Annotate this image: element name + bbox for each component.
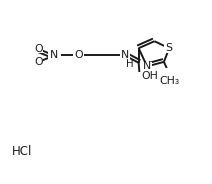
- FancyBboxPatch shape: [34, 45, 43, 54]
- FancyBboxPatch shape: [34, 57, 43, 66]
- FancyBboxPatch shape: [48, 51, 61, 60]
- Text: H: H: [126, 59, 134, 69]
- Text: CH₃: CH₃: [159, 76, 179, 86]
- FancyBboxPatch shape: [73, 51, 84, 60]
- Text: O: O: [74, 50, 83, 61]
- Text: HCl: HCl: [12, 145, 33, 158]
- Text: OH: OH: [142, 71, 159, 82]
- Text: O: O: [34, 44, 43, 54]
- FancyBboxPatch shape: [164, 44, 174, 53]
- FancyBboxPatch shape: [136, 72, 149, 81]
- Text: S: S: [166, 43, 173, 53]
- Text: N: N: [50, 50, 59, 61]
- Text: O: O: [34, 57, 43, 67]
- FancyBboxPatch shape: [142, 62, 152, 71]
- FancyBboxPatch shape: [161, 68, 177, 78]
- Text: N: N: [143, 61, 151, 71]
- FancyBboxPatch shape: [120, 51, 130, 60]
- Text: N: N: [121, 50, 129, 61]
